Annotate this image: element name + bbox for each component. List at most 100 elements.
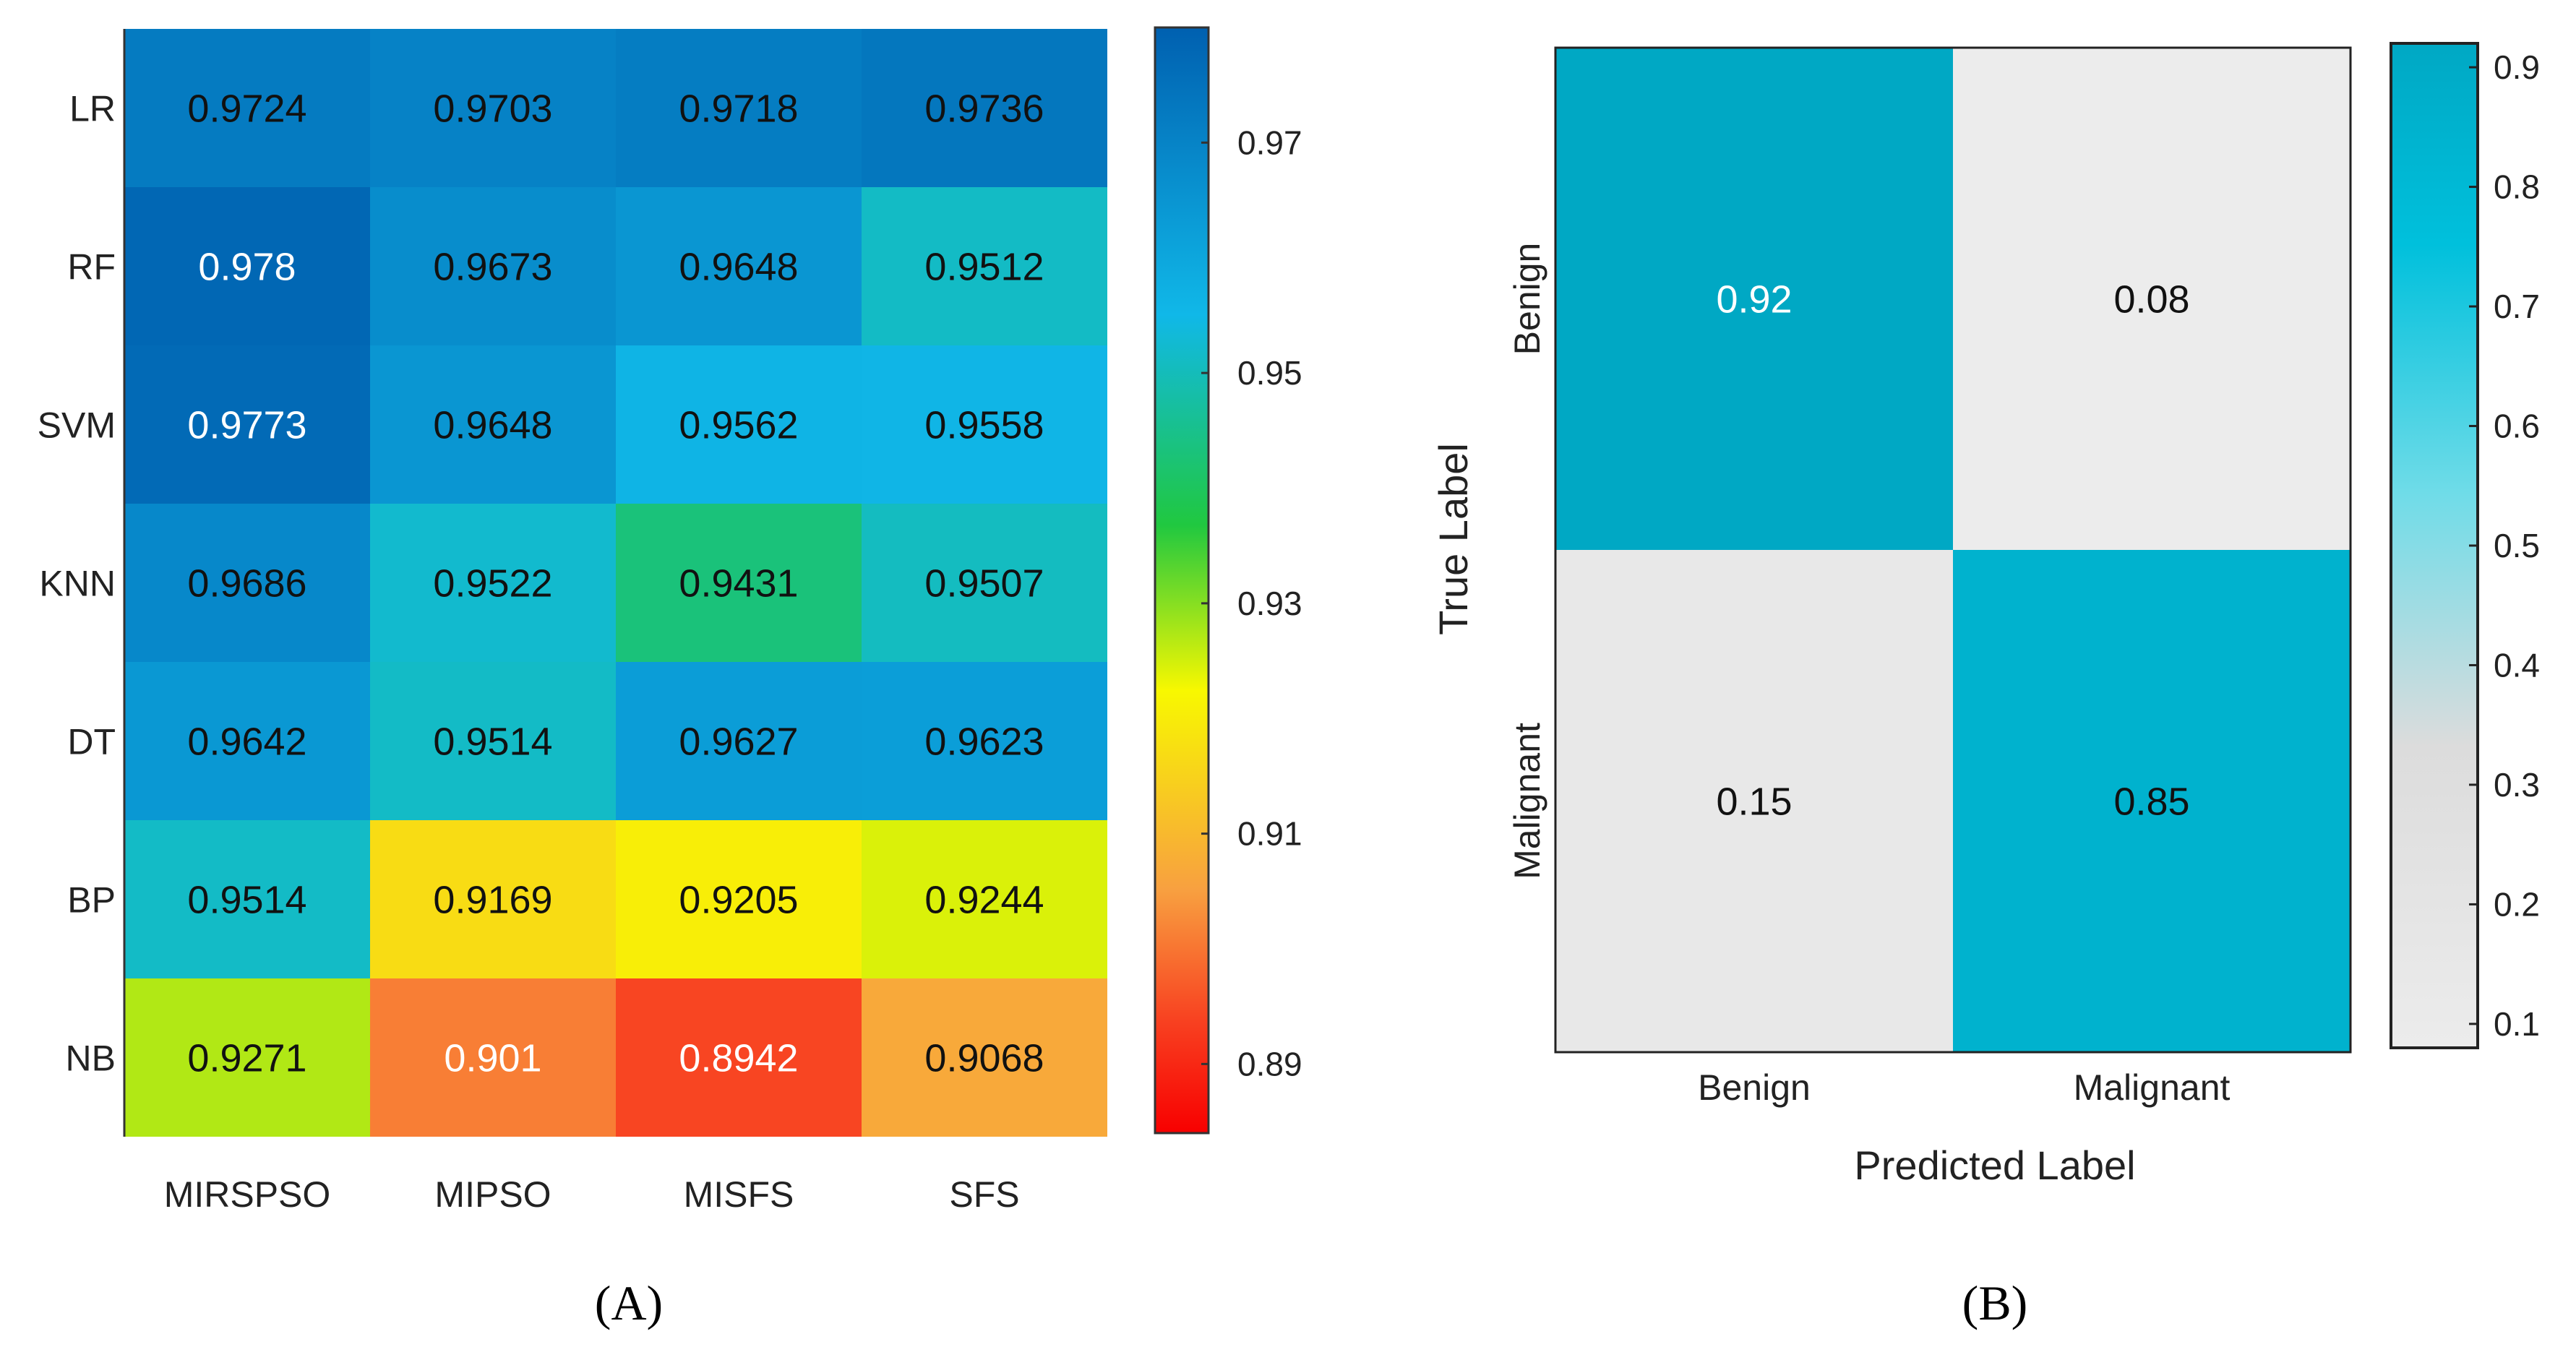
heatmap-cell-svm-sfs: [862, 345, 1107, 504]
heatmap-value-knn-mirspso: 0.9686: [187, 562, 306, 606]
col-label-mipso: MIPSO: [434, 1174, 551, 1215]
row-label-svm: SVM: [38, 405, 116, 446]
cm-colorbar-tick-label-2: 0.7: [2494, 288, 2540, 325]
cm-x-axis-title: Predicted Label: [1854, 1142, 2135, 1188]
heatmap-cell-lr-mipso: [370, 29, 616, 187]
cm-colorbar: [2390, 42, 2479, 1049]
col-label-misfs: MISFS: [684, 1174, 794, 1215]
colorbar-tick-label-1: 0.95: [1237, 354, 1302, 392]
row-label-knn: KNN: [39, 564, 116, 604]
heatmap-cell-bp-mipso: [370, 820, 616, 978]
heatmap-value-nb-misfs: 0.8942: [679, 1037, 798, 1080]
heatmap-cell-bp-mirspso: [124, 820, 370, 978]
heatmap-cell-rf-mipso: [370, 187, 616, 345]
heatmap-value-nb-mipso: 0.901: [444, 1037, 541, 1080]
heatmap-cell-knn-misfs: [616, 504, 862, 662]
heatmap-value-rf-mirspso: 0.978: [198, 246, 296, 289]
heatmap-cell-knn-mipso: [370, 504, 616, 662]
heatmap-value-bp-sfs: 0.9244: [924, 879, 1044, 922]
cm-colorbar-tick-label-1: 0.8: [2494, 168, 2540, 206]
heatmap-value-svm-mirspso: 0.9773: [187, 404, 306, 447]
heatmap-value-lr-mirspso: 0.9724: [187, 87, 306, 131]
heatmap-value-nb-sfs: 0.9068: [924, 1037, 1044, 1080]
panel-a-heatmap: 0.9724 0.9703 0.9718 0.9736 LR 0.978 0.9673 0.9…: [38, 26, 1302, 1215]
heatmap-cell-lr-misfs: [616, 29, 862, 187]
heatmap-value-bp-mipso: 0.9169: [433, 879, 552, 922]
colorbar-tick-label-3: 0.91: [1237, 815, 1302, 853]
cm-row-label-malignant: Malignant: [1507, 723, 1547, 879]
heatmap-value-lr-sfs: 0.9736: [924, 87, 1044, 131]
heatmap-value-bp-mirspso: 0.9514: [187, 879, 306, 922]
cm-value-benign-benign: 0.92: [1716, 278, 1792, 322]
heatmap-cell-rf-mirspso: [124, 187, 370, 345]
cm-colorbar-tick-label-0: 0.9: [2494, 48, 2540, 86]
cm-col-label-malignant: Malignant: [2074, 1067, 2231, 1108]
cm-cell-benign-malignant: [1953, 48, 2350, 550]
heatmap-cell-bp-sfs: [862, 820, 1107, 978]
heatmap-value-dt-sfs: 0.9623: [924, 720, 1044, 764]
heatmap-cell-nb-sfs: [862, 978, 1107, 1137]
heatmap-value-rf-misfs: 0.9648: [679, 246, 798, 289]
heatmap-value-knn-mipso: 0.9522: [433, 562, 552, 606]
cm-colorbar-tick-label-7: 0.2: [2494, 885, 2540, 923]
row-label-rf: RF: [67, 247, 116, 288]
cm-colorbar-tick-label-3: 0.6: [2494, 408, 2540, 445]
cm-colorbar-tick-label-8: 0.1: [2494, 1005, 2540, 1043]
heatmap-cell-dt-misfs: [616, 662, 862, 820]
heatmap-cell-lr-sfs: [862, 29, 1107, 187]
cm-y-axis-title: True Label: [1430, 443, 1476, 635]
heatmap-value-dt-misfs: 0.9627: [679, 720, 798, 764]
cm-value-benign-malignant: 0.08: [2113, 278, 2189, 322]
cm-value-malignant-malignant: 0.85: [2113, 780, 2189, 824]
heatmap-cell-nb-mirspso: [124, 978, 370, 1137]
heatmap-value-svm-misfs: 0.9562: [679, 404, 798, 447]
heatmap-value-lr-misfs: 0.9718: [679, 87, 798, 131]
cm-value-malignant-benign: 0.15: [1716, 780, 1792, 824]
panel-b-confusion-matrix: 0.92 0.08 0.15 0.85 Benign Malignant Benign Mal…: [1430, 42, 2540, 1188]
heatmap-cell-lr-mirspso: [124, 29, 370, 187]
cm-cell-benign-benign: [1555, 48, 1953, 550]
heatmap-cell-svm-mipso: [370, 345, 616, 504]
colorbar-tick-label-2: 0.93: [1237, 585, 1302, 622]
cm-colorbar-tick-label-4: 0.5: [2494, 527, 2540, 564]
panel-a-caption: (A): [595, 1275, 663, 1330]
row-label-lr: LR: [69, 89, 116, 129]
cm-row-label-benign: Benign: [1507, 243, 1547, 356]
cm-colorbar-tick-label-6: 0.3: [2494, 766, 2540, 804]
cm-col-label-benign: Benign: [1698, 1067, 1811, 1108]
heatmap-cell-nb-misfs: [616, 978, 862, 1137]
cm-cell-malignant-malignant: [1953, 550, 2350, 1052]
col-label-mirspso: MIRSPSO: [164, 1174, 331, 1215]
heatmap-value-dt-mirspso: 0.9642: [187, 720, 306, 764]
colorbar-tick-label-0: 0.97: [1237, 124, 1302, 161]
heatmap-cell-nb-mipso: [370, 978, 616, 1137]
heatmap-value-nb-mirspso: 0.9271: [187, 1037, 306, 1080]
cm-frame: [1554, 46, 2352, 1054]
heatmap-cell-knn-mirspso: [124, 504, 370, 662]
heatmap-cell-svm-mirspso: [124, 345, 370, 504]
heatmap-value-bp-misfs: 0.9205: [679, 879, 798, 922]
heatmap-cell-dt-mipso: [370, 662, 616, 820]
heatmap-cell-bp-misfs: [616, 820, 862, 978]
cm-colorbar-tick-label-5: 0.4: [2494, 646, 2540, 684]
heatmap-value-svm-sfs: 0.9558: [924, 404, 1044, 447]
heatmap-cell-rf-sfs: [862, 187, 1107, 345]
row-label-dt: DT: [67, 722, 116, 762]
cm-cell-malignant-benign: [1555, 550, 1953, 1052]
row-label-nb: NB: [66, 1038, 116, 1079]
heatmap-cell-rf-misfs: [616, 187, 862, 345]
heatmap-cell-knn-sfs: [862, 504, 1107, 662]
heatmap-value-lr-mipso: 0.9703: [433, 87, 552, 131]
row-label-bp: BP: [67, 880, 116, 921]
heatmap-value-dt-mipso: 0.9514: [433, 720, 552, 764]
colorbar: [1154, 26, 1210, 1135]
heatmap-value-knn-sfs: 0.9507: [924, 562, 1044, 606]
heatmap-value-rf-mipso: 0.9673: [433, 246, 552, 289]
heatmap-cell-svm-misfs: [616, 345, 862, 504]
heatmap-cell-dt-mirspso: [124, 662, 370, 820]
heatmap-value-svm-mipso: 0.9648: [433, 404, 552, 447]
heatmap-value-rf-sfs: 0.9512: [924, 246, 1044, 289]
col-label-sfs: SFS: [949, 1174, 1019, 1215]
colorbar-tick-label-4: 0.89: [1237, 1045, 1302, 1083]
